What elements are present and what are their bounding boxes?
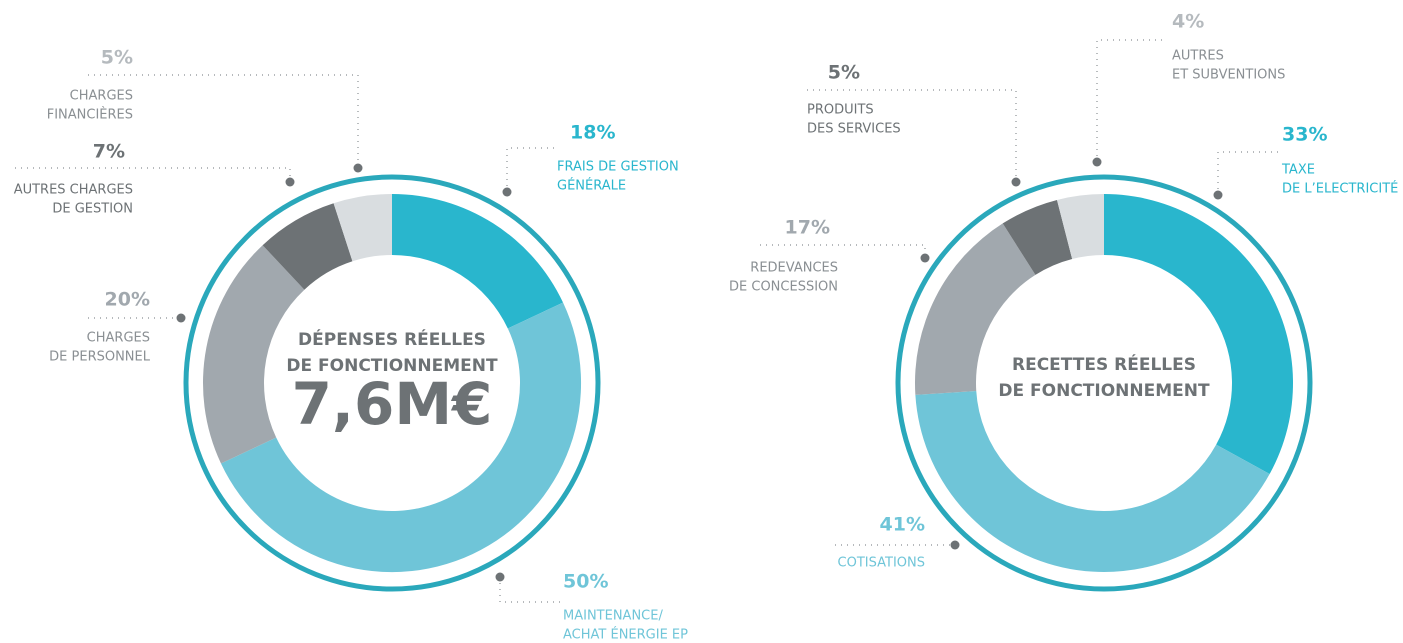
category-label: AUTRES xyxy=(1172,49,1224,64)
category-label: FINANCIÈRES xyxy=(47,107,133,123)
leader-dot xyxy=(1092,157,1102,167)
donut-segment xyxy=(392,194,564,329)
center-total: 7,6M€ xyxy=(292,370,493,438)
value-label: 33% xyxy=(1282,124,1327,146)
outer-ring xyxy=(895,174,1313,592)
donut-segment xyxy=(202,245,305,464)
category-label: DE CONCESSION xyxy=(729,280,838,295)
center-title: RECETTES RÉELLES xyxy=(1012,353,1196,375)
category-label: GÉNÉRALE xyxy=(557,178,626,194)
category-label: CHARGES xyxy=(87,331,150,346)
leader-dot xyxy=(502,187,512,197)
leader-dot xyxy=(176,313,186,323)
center-title: DE FONCTIONNEMENT xyxy=(998,381,1210,401)
value-label: 5% xyxy=(101,47,133,69)
donut-segment xyxy=(915,391,1270,572)
leader-line xyxy=(88,74,359,168)
leader-dot xyxy=(285,177,295,187)
leader-line xyxy=(807,89,1017,182)
value-label: 17% xyxy=(785,217,830,239)
category-label: PRODUITS xyxy=(807,103,874,118)
category-label: AUTRES CHARGES xyxy=(14,183,133,198)
category-label: DES SERVICES xyxy=(807,122,901,137)
leader-line xyxy=(760,244,926,258)
leader-dot xyxy=(1213,190,1223,200)
value-label: 4% xyxy=(1172,11,1204,33)
category-label: DE PERSONNEL xyxy=(49,350,151,365)
category-label: FRAIS DE GESTION xyxy=(557,160,679,175)
donut-segment xyxy=(220,302,582,573)
donut-segment xyxy=(1002,199,1073,275)
leader-dot xyxy=(353,163,363,173)
category-label: MAINTENANCE/ xyxy=(563,609,663,624)
leader-line xyxy=(15,167,291,182)
leader-dot xyxy=(1011,177,1021,187)
leader-dot xyxy=(920,253,930,263)
category-label: REDEVANCES xyxy=(750,261,838,276)
category-label: TAXE xyxy=(1281,163,1315,178)
category-label: DE GESTION xyxy=(52,202,133,217)
leader-line xyxy=(1096,39,1165,162)
leader-line xyxy=(499,577,560,603)
donut-segment xyxy=(914,223,1036,395)
donut-segment xyxy=(262,203,353,290)
category-label: CHARGES xyxy=(70,89,133,104)
value-label: 20% xyxy=(105,289,150,311)
value-label: 41% xyxy=(880,514,925,536)
leader-dot xyxy=(950,540,960,550)
center-title: DÉPENSES RÉELLES xyxy=(298,328,486,350)
outer-ring xyxy=(183,174,601,592)
center-title: DE FONCTIONNEMENT xyxy=(286,356,498,376)
leader-line xyxy=(1217,151,1280,195)
leader-line xyxy=(506,147,555,192)
category-label: ACHAT ÉNERGIE EP xyxy=(563,627,688,643)
donut-segment xyxy=(1056,194,1104,260)
donut-segment xyxy=(1104,194,1293,475)
category-label: ET SUBVENTIONS xyxy=(1172,68,1285,83)
category-label: DE L’ELECTRICITÉ xyxy=(1282,181,1398,197)
value-label: 18% xyxy=(570,122,615,144)
category-label: COTISATIONS xyxy=(838,556,925,571)
leader-dot xyxy=(495,572,505,582)
value-label: 5% xyxy=(828,62,860,84)
donut-segment xyxy=(333,194,392,262)
value-label: 50% xyxy=(563,571,608,593)
value-label: 7% xyxy=(93,141,125,163)
